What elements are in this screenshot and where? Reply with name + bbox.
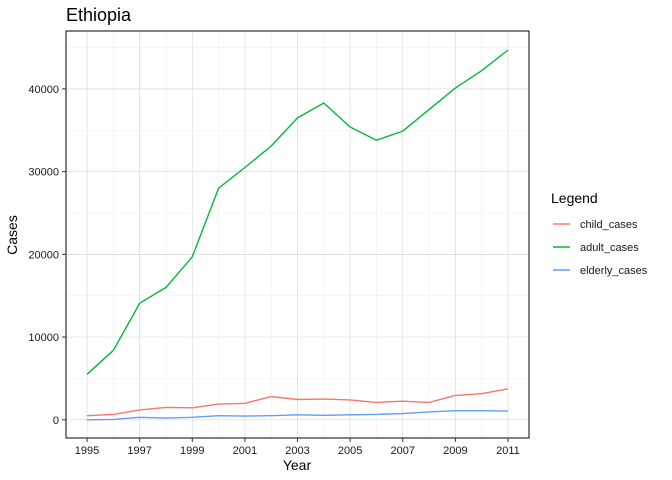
x-tick-label: 2009 (443, 445, 467, 457)
y-tick-label: 10000 (28, 332, 59, 344)
x-tick-label: 1999 (180, 445, 204, 457)
x-tick-label: 2003 (285, 445, 309, 457)
x-tick-label: 2001 (233, 445, 257, 457)
legend-label-adult_cases: adult_cases (580, 242, 639, 254)
legend: Legend child_cases adult_cases elderly_cas… (551, 190, 648, 277)
y-tick-label: 30000 (28, 167, 59, 179)
x-tick-label: 1997 (127, 445, 151, 457)
x-tick-label: 2005 (338, 445, 362, 457)
series-line-child_cases (86, 388, 509, 417)
x-tick-label: 1995 (75, 445, 99, 457)
legend-title: Legend (551, 190, 598, 206)
y-axis-title: Cases (4, 215, 20, 255)
y-tick-label: 40000 (28, 84, 59, 96)
x-tick-label: 2011 (496, 445, 520, 457)
series-line-adult_cases (86, 49, 509, 375)
x-tick-label: 2007 (390, 445, 414, 457)
legend-label-child_cases: child_cases (580, 219, 638, 231)
legend-label-elderly_cases: elderly_cases (580, 265, 648, 277)
y-tick-label: 20000 (28, 249, 59, 261)
series-line-elderly_cases (86, 410, 509, 421)
chart-title: Ethiopia (66, 5, 132, 25)
x-axis-title: Year (283, 457, 312, 473)
y-tick-label: 0 (53, 415, 59, 427)
plot-area: 1995 1997 1999 2001 2003 2005 2007 2009 2011 0 100… (28, 30, 530, 457)
